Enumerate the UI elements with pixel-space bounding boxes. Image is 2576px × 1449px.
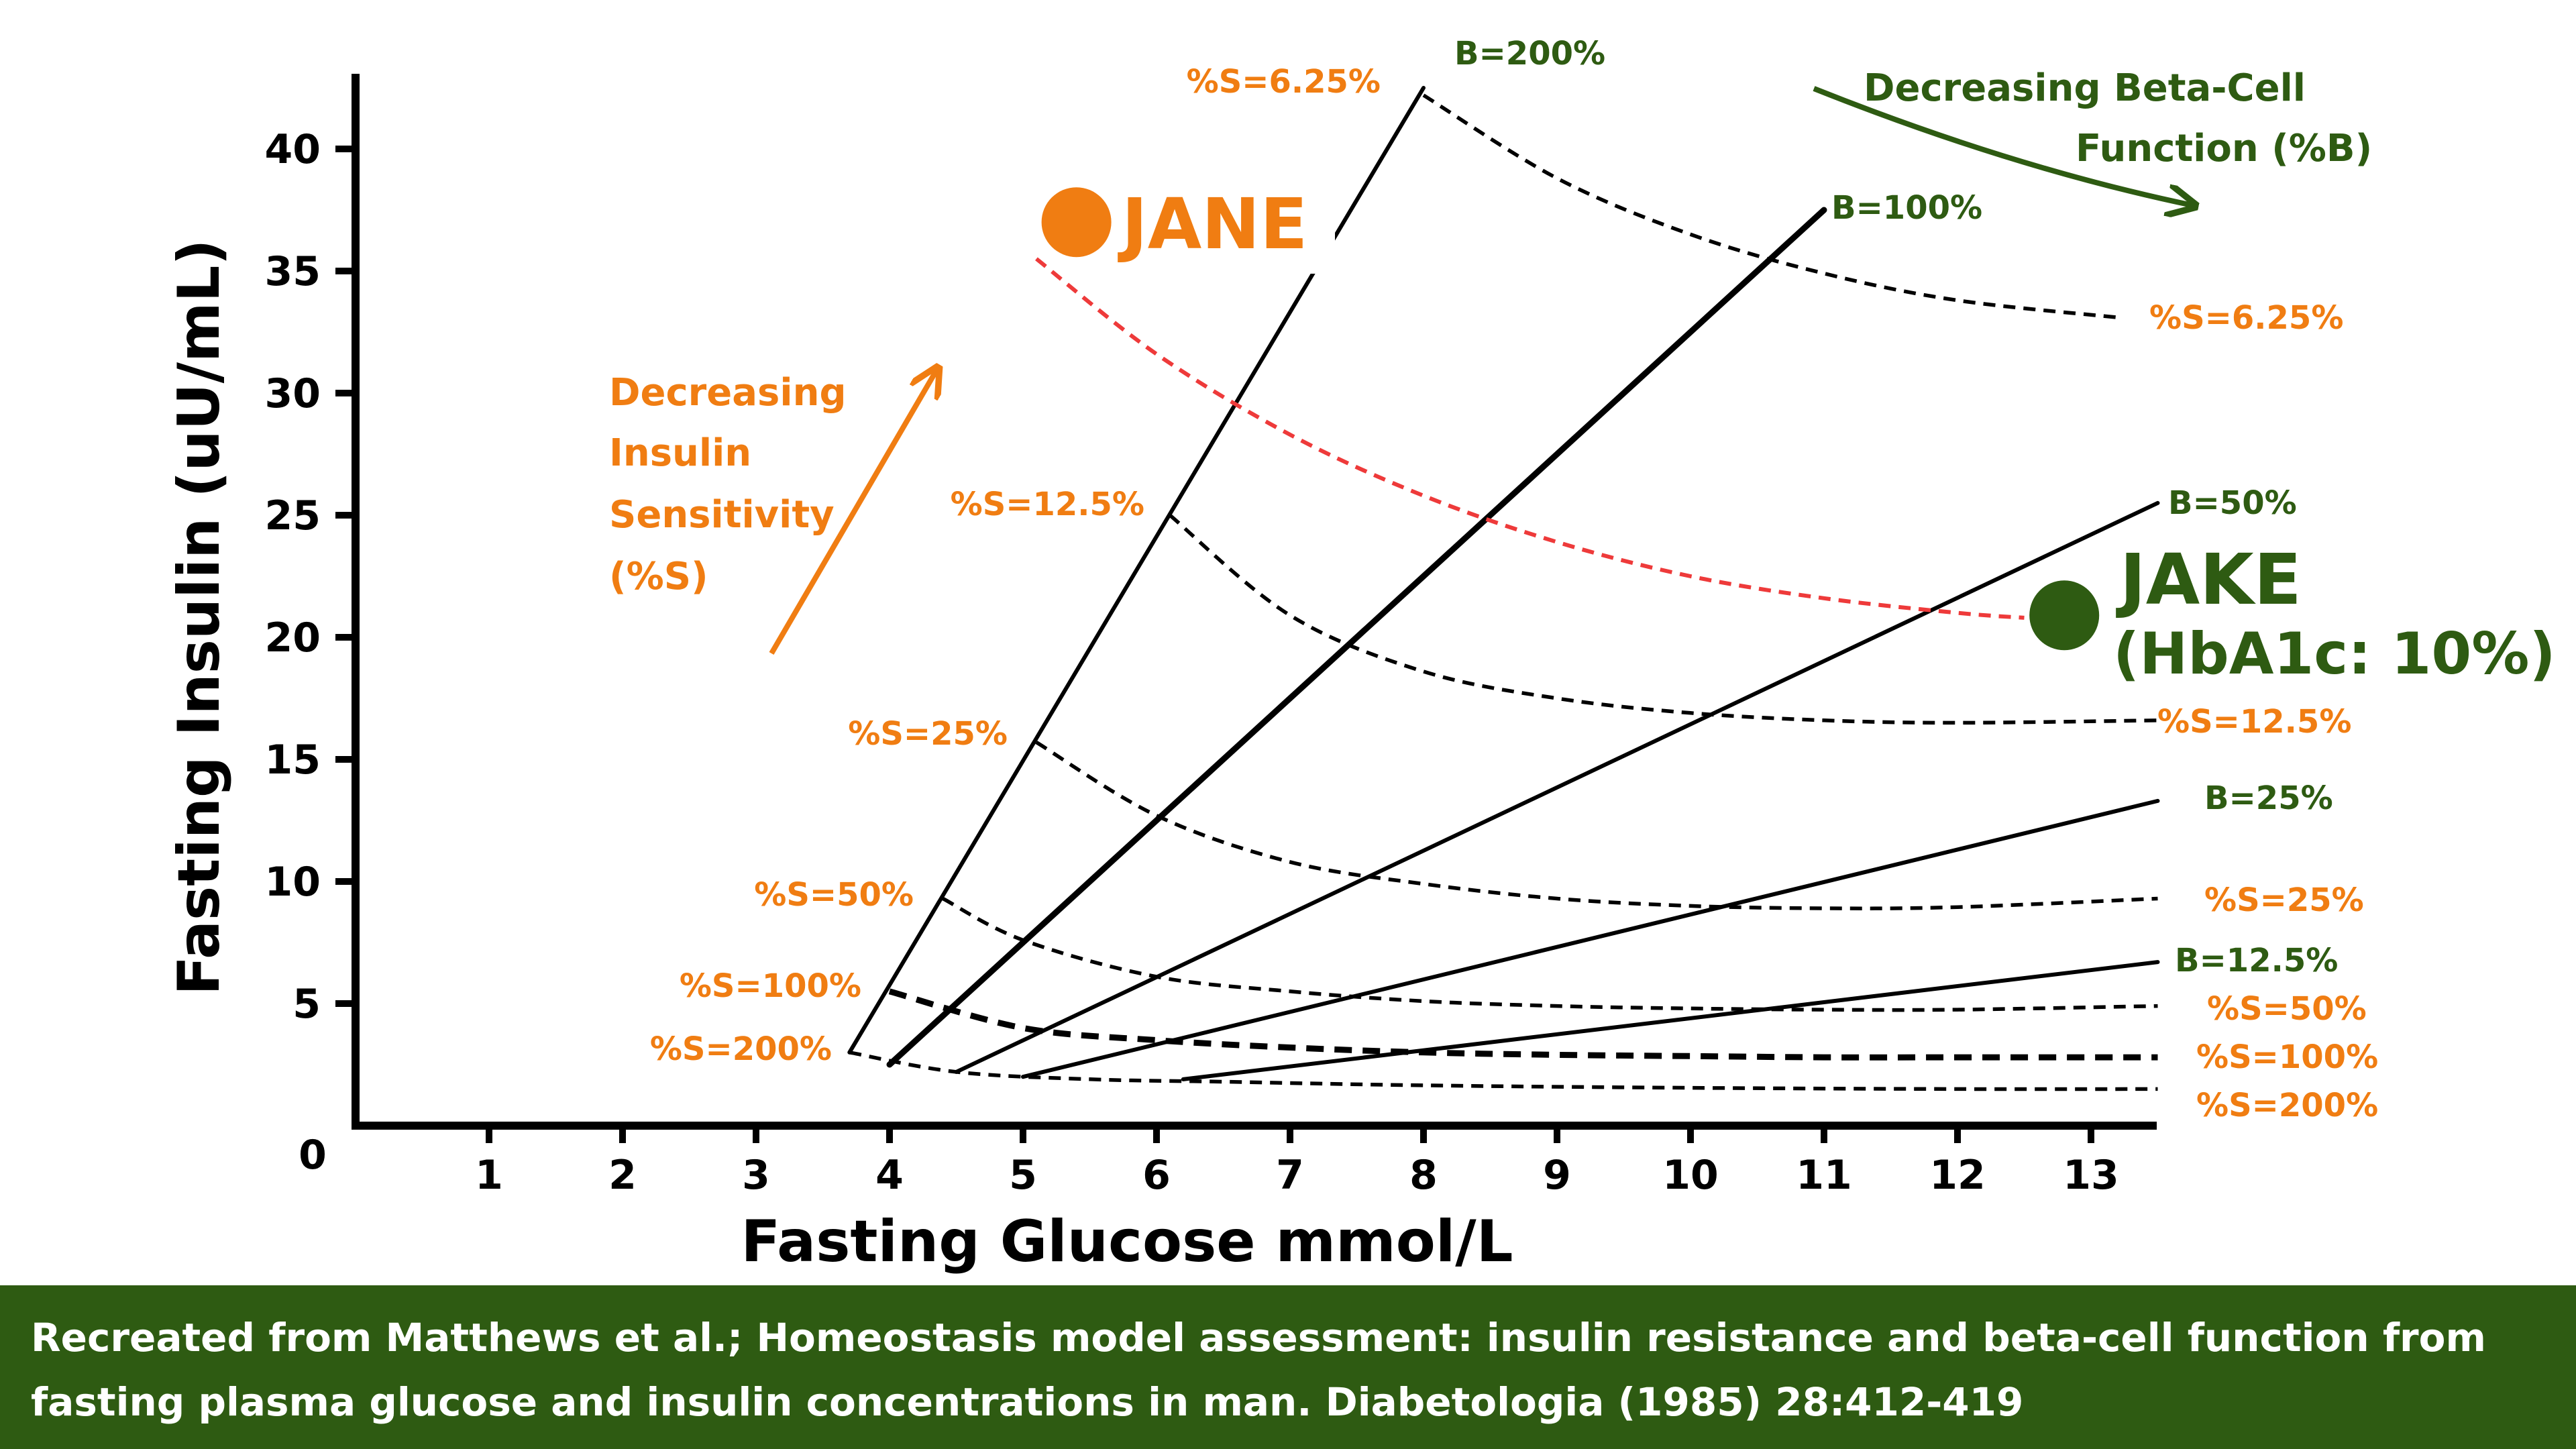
beta-function-annotation: Decreasing Beta-Cell Function (%B) xyxy=(1813,66,2372,205)
red-curve-group xyxy=(1035,257,2025,620)
beta-label-12: B=12.5% xyxy=(2175,942,2338,979)
sens-right-label-50: %S=50% xyxy=(2207,990,2367,1028)
sensitivity-annotation-line2: Insulin xyxy=(609,431,751,475)
y-tick-label: 40 xyxy=(265,126,321,173)
people-markers xyxy=(1041,187,2100,651)
beta-line-100 xyxy=(886,207,1827,1068)
x-tick-label: 1 xyxy=(475,1152,503,1199)
y-tick-label: 20 xyxy=(265,614,321,661)
sensitivity-curve-50 xyxy=(942,897,2158,1012)
y-tick-label: 30 xyxy=(265,370,321,417)
jane-label-background xyxy=(1116,176,1335,274)
x-tick-label: 8 xyxy=(1409,1152,1438,1199)
y-tick-label: 25 xyxy=(265,492,321,539)
beta-annotation-line2: Function (%B) xyxy=(2076,127,2372,170)
sens-left-label-50: %S=50% xyxy=(754,876,914,914)
beta-line-50 xyxy=(954,500,2160,1074)
x-tick-label: 13 xyxy=(2063,1152,2119,1199)
y-tick-label: 5 xyxy=(292,981,321,1028)
sens-left-label-12: %S=12.5% xyxy=(951,486,1144,523)
sens-right-label-200: %S=200% xyxy=(2196,1087,2378,1124)
y-axis-title: Fasting Insulin (uU/mL) xyxy=(166,239,233,996)
beta-label-100: B=100% xyxy=(1831,189,1982,227)
sens-right-label-12: %S=12.5% xyxy=(2157,703,2351,741)
y-ticks: 5 10 15 20 25 30 35 40 xyxy=(265,126,356,1028)
jake-hba1c-label: (HbA1c: 10%) xyxy=(2113,621,2556,688)
jane-marker xyxy=(1041,187,1112,258)
x-axis-title: Fasting Glucose mmol/L xyxy=(741,1208,1513,1275)
x-tick-label: 10 xyxy=(1662,1152,1719,1199)
x-tick-label: 7 xyxy=(1276,1152,1304,1199)
sensitivity-arrow xyxy=(769,370,936,655)
jake-marker xyxy=(2029,580,2100,651)
sens-right-label-6: %S=6.25% xyxy=(2149,299,2343,337)
y-tick-label: 35 xyxy=(265,248,321,295)
y-tick-label: 15 xyxy=(265,737,321,784)
jake-label: JAKE xyxy=(2116,539,2302,621)
x-tick-label: 3 xyxy=(742,1152,770,1199)
jane-label: JANE xyxy=(1118,183,1307,265)
beta-label-200: B=200% xyxy=(1454,35,1605,72)
sensitivity-curve-25 xyxy=(1035,741,2158,910)
sens-left-label-25: %S=25% xyxy=(848,715,1008,753)
sensitivity-curves xyxy=(849,93,2158,1091)
x-tick-label: 4 xyxy=(875,1152,904,1199)
x-tick-label: 12 xyxy=(1929,1152,1986,1199)
x-tick-label: 2 xyxy=(608,1152,637,1199)
citation-line-1: Recreated from Matthews et al.; Homeosta… xyxy=(31,1315,2486,1360)
origin-label: 0 xyxy=(299,1132,327,1179)
sens-left-label-200: %S=200% xyxy=(650,1030,832,1068)
sensitivity-curve-100 xyxy=(888,988,2158,1061)
x-tick-label: 6 xyxy=(1142,1152,1171,1199)
beta-annotation-line1: Decreasing Beta-Cell xyxy=(1864,66,2306,110)
sensitivity-curve-200 xyxy=(849,1051,2158,1091)
sensitivity-annotation-line1: Decreasing xyxy=(609,371,847,415)
sens-left-label-6: %S=6.25% xyxy=(1187,63,1381,101)
sens-right-label-25: %S=25% xyxy=(2204,881,2364,919)
sensitivity-curve-12-5 xyxy=(1169,513,2158,725)
x-tick-label: 5 xyxy=(1009,1152,1037,1199)
y-tick-label: 10 xyxy=(265,859,321,906)
beta-label-50: B=50% xyxy=(2168,484,2297,522)
x-tick-label: 11 xyxy=(1796,1152,1852,1199)
citation-footer: Recreated from Matthews et al.; Homeosta… xyxy=(0,1285,2576,1449)
citation-line-2: fasting plasma glucose and insulin conce… xyxy=(31,1379,2024,1425)
sensitivity-annotation-line3: Sensitivity xyxy=(609,493,835,537)
x-ticks: 1 2 3 4 5 6 7 8 9 10 11 12 13 xyxy=(475,1126,2119,1199)
sensitivity-curve-6-25 xyxy=(1422,93,2118,319)
beta-function-arrow xyxy=(1813,86,2192,205)
sens-right-label-100: %S=100% xyxy=(2196,1038,2378,1076)
beta-line-12-5 xyxy=(1181,960,2160,1081)
sensitivity-annotation-line4: (%S) xyxy=(609,555,708,598)
beta-label-25: B=25% xyxy=(2204,780,2333,817)
x-tick-label: 9 xyxy=(1543,1152,1571,1199)
insulin-sensitivity-annotation: Decreasing Insulin Sensitivity (%S) xyxy=(609,370,936,655)
beta-line-25 xyxy=(1021,798,2160,1079)
sens-left-label-100: %S=100% xyxy=(680,967,861,1005)
jane-jake-curve xyxy=(1035,257,2025,620)
